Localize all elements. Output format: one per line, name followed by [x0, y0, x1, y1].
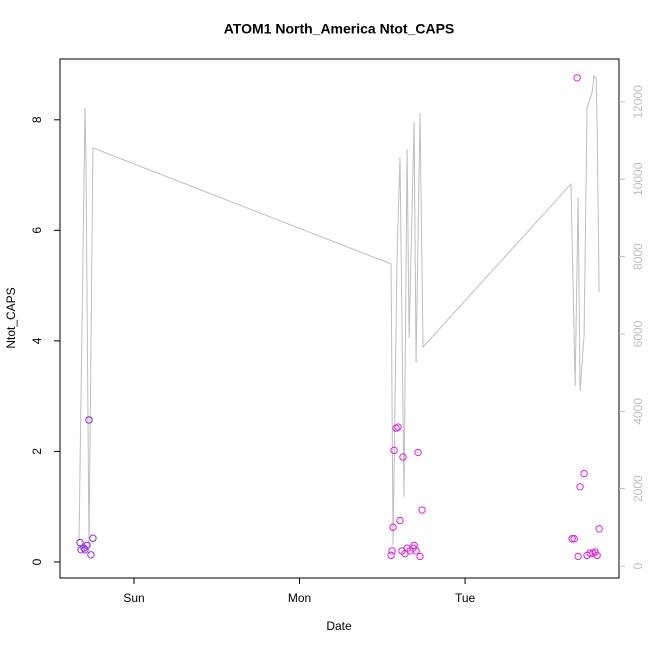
point — [416, 552, 424, 561]
x-tick-label: Sun — [123, 591, 144, 605]
point — [81, 546, 89, 554]
point — [570, 535, 578, 543]
point — [574, 552, 582, 561]
y2-tick-label: 0 — [631, 562, 645, 569]
point — [396, 516, 404, 525]
point — [593, 551, 601, 560]
point — [586, 549, 594, 557]
point — [387, 551, 395, 560]
y-tick-label: 0 — [30, 558, 44, 565]
x-axis-label: Date — [326, 619, 352, 633]
y2-tick-label: 12000 — [631, 85, 645, 119]
point — [568, 535, 576, 543]
y-axis-label: Ntot_CAPS — [4, 287, 18, 348]
point — [580, 469, 588, 478]
point — [390, 446, 398, 455]
y2-tick-label: 2000 — [631, 475, 645, 502]
point — [414, 448, 422, 457]
point — [89, 534, 97, 542]
point — [576, 483, 584, 491]
y-tick-label: 6 — [30, 227, 44, 234]
chart-title: ATOM1 North_America Ntot_CAPS — [224, 21, 455, 37]
y2-tick-label: 4000 — [631, 398, 645, 425]
point — [389, 523, 397, 531]
y2-tick-label: 6000 — [631, 320, 645, 347]
y2-tick-label: 8000 — [631, 243, 645, 270]
point — [83, 541, 91, 550]
line — [78, 74, 600, 549]
point — [595, 525, 603, 533]
point — [76, 538, 84, 547]
point — [399, 453, 407, 461]
point — [394, 423, 402, 431]
point — [87, 551, 95, 559]
y-tick-label: 8 — [30, 116, 44, 123]
x-tick-label: Mon — [288, 591, 311, 605]
y2-tick-label: 10000 — [631, 162, 645, 196]
point — [412, 547, 420, 555]
point — [418, 506, 426, 514]
point — [388, 547, 396, 555]
x-tick-label: Tue — [455, 591, 476, 605]
point — [85, 416, 93, 424]
y-tick-label: 4 — [30, 337, 44, 344]
y-tick-label: 2 — [30, 448, 44, 455]
point — [573, 74, 581, 82]
plot-frame — [59, 58, 620, 579]
